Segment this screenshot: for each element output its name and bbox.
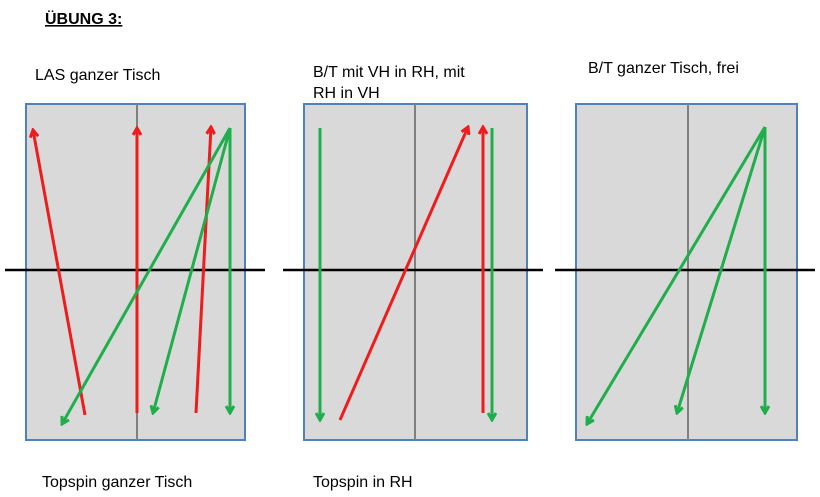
- panel-title: LAS ganzer Tisch: [35, 67, 160, 84]
- panel-title: B/T ganzer Tisch, frei: [588, 60, 739, 77]
- tables: [5, 103, 815, 441]
- table: [575, 103, 798, 441]
- arrow: [338, 127, 468, 421]
- arrow: [153, 127, 232, 413]
- arrow: [587, 126, 767, 424]
- panel-caption: Topspin ganzer Tisch: [42, 474, 192, 491]
- panel-title: B/T mit VH in RH, mit: [313, 64, 465, 81]
- arrows: [33, 127, 765, 424]
- arrow: [194, 127, 211, 414]
- arrow: [677, 126, 767, 413]
- arrow: [62, 127, 232, 424]
- panel-title: RH in VH: [313, 85, 380, 102]
- page-title: ÜBUNG 3:: [45, 9, 122, 28]
- panel-caption: Topspin in RH: [313, 474, 413, 491]
- arrow: [33, 130, 87, 416]
